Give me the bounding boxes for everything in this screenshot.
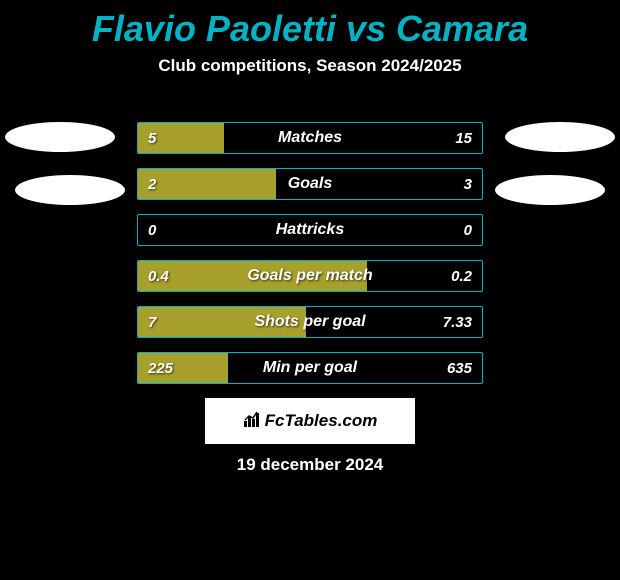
stat-bar-row: 225Min per goal635 [137, 352, 483, 384]
player2-logo-placeholder-1 [505, 122, 615, 152]
fctables-logo: FcTables.com [205, 398, 415, 444]
stats-bars: 5Matches15 2Goals3 0Hattricks0 0.4Goals per… [137, 122, 483, 398]
stat-right-value: 0.2 [451, 261, 472, 291]
stat-label: Shots per goal [138, 307, 482, 337]
player1-logo-placeholder-1 [5, 122, 115, 152]
stat-bar-row: 2Goals3 [137, 168, 483, 200]
stat-right-value: 7.33 [443, 307, 472, 337]
stat-right-value: 15 [455, 123, 472, 153]
stat-label: Min per goal [138, 353, 482, 383]
stat-bar-row: 0Hattricks0 [137, 214, 483, 246]
stat-right-value: 3 [464, 169, 472, 199]
stat-label: Goals [138, 169, 482, 199]
comparison-title: Flavio Paoletti vs Camara [0, 0, 620, 50]
player2-logo-placeholder-2 [495, 175, 605, 205]
stat-right-value: 0 [464, 215, 472, 245]
stat-label: Matches [138, 123, 482, 153]
stat-label: Hattricks [138, 215, 482, 245]
player1-logo-placeholder-2 [15, 175, 125, 205]
chart-icon [243, 410, 261, 433]
stat-bar-row: 0.4Goals per match0.2 [137, 260, 483, 292]
comparison-date: 19 december 2024 [0, 455, 620, 475]
fctables-logo-text: FcTables.com [265, 411, 378, 431]
comparison-subtitle: Club competitions, Season 2024/2025 [0, 56, 620, 76]
stat-bar-row: 7Shots per goal7.33 [137, 306, 483, 338]
stat-bar-row: 5Matches15 [137, 122, 483, 154]
stat-right-value: 635 [447, 353, 472, 383]
stat-label: Goals per match [138, 261, 482, 291]
